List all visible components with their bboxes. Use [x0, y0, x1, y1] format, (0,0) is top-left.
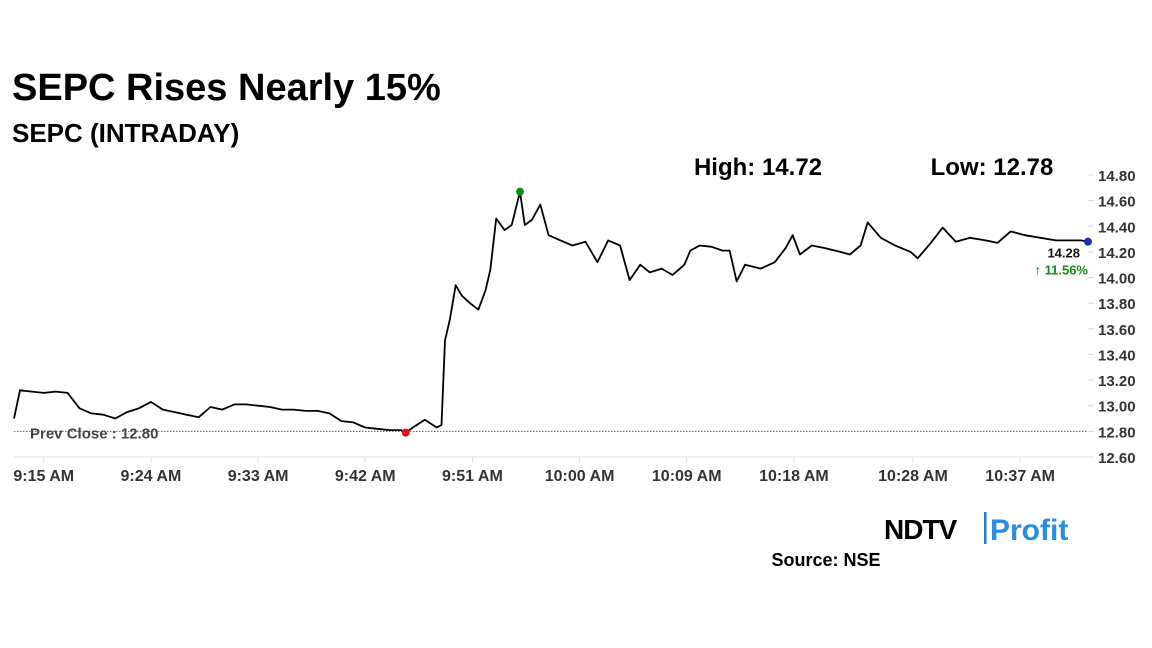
y-tick-label: 14.00	[1098, 271, 1136, 288]
change-label: ↑ 11.56%	[1035, 263, 1089, 278]
logo-brand: NDTV	[884, 514, 958, 545]
y-tick-label: 13.00	[1098, 399, 1136, 416]
x-tick-label: 9:33 AM	[228, 468, 289, 485]
price-line	[13, 190, 1089, 434]
y-tick-label: 14.80	[1098, 168, 1136, 185]
x-tick-label: 9:42 AM	[335, 468, 396, 485]
y-tick-label: 14.20	[1098, 245, 1136, 262]
x-tick-label: 9:51 AM	[442, 468, 503, 485]
y-tick-label: 13.80	[1098, 296, 1136, 313]
y-tick-label: 14.60	[1098, 194, 1136, 211]
x-tick-label: 10:00 AM	[545, 468, 615, 485]
logo-divider	[984, 512, 987, 544]
low-marker	[401, 428, 410, 437]
last-value-label: 14.28	[1047, 246, 1080, 261]
x-tick-label: 10:37 AM	[985, 468, 1055, 485]
source: Source: NSE	[771, 550, 880, 570]
y-tick-label: 13.20	[1098, 373, 1136, 390]
x-tick-label: 10:28 AM	[878, 468, 948, 485]
y-tick-label: 13.60	[1098, 322, 1136, 339]
last-marker	[1084, 237, 1092, 246]
prev-close-label: Prev Close : 12.80	[30, 425, 158, 442]
x-tick-label: 10:09 AM	[652, 468, 722, 485]
x-tick-label: 9:15 AM	[13, 468, 74, 485]
x-tick-label: 9:24 AM	[121, 468, 182, 485]
x-tick-label: 10:18 AM	[759, 468, 829, 485]
y-tick-label: 12.80	[1098, 424, 1136, 441]
y-tick-label: 13.40	[1098, 347, 1136, 364]
y-tick-label: 14.40	[1098, 219, 1136, 236]
logo-sub: Profit	[990, 514, 1068, 547]
high-label: High: 14.72	[694, 154, 822, 181]
high-marker	[516, 187, 525, 196]
chart-title: SEPC Rises Nearly 15%	[12, 67, 441, 109]
y-tick-label: 12.60	[1098, 450, 1136, 467]
chart-subtitle: SEPC (INTRADAY)	[12, 118, 239, 148]
low-label: Low: 12.78	[931, 154, 1054, 181]
